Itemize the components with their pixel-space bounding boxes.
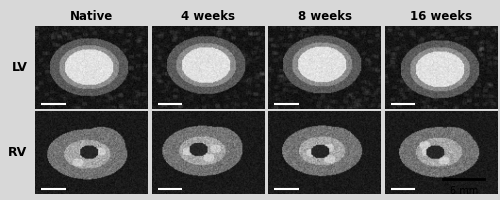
Text: 4 weeks: 4 weeks (181, 10, 235, 23)
Text: Native: Native (70, 10, 113, 23)
Text: 8 weeks: 8 weeks (298, 10, 352, 23)
Text: 6 mm: 6 mm (450, 186, 478, 196)
Text: 16 weeks: 16 weeks (410, 10, 472, 23)
Text: RV: RV (8, 146, 28, 159)
Text: LV: LV (12, 61, 28, 74)
